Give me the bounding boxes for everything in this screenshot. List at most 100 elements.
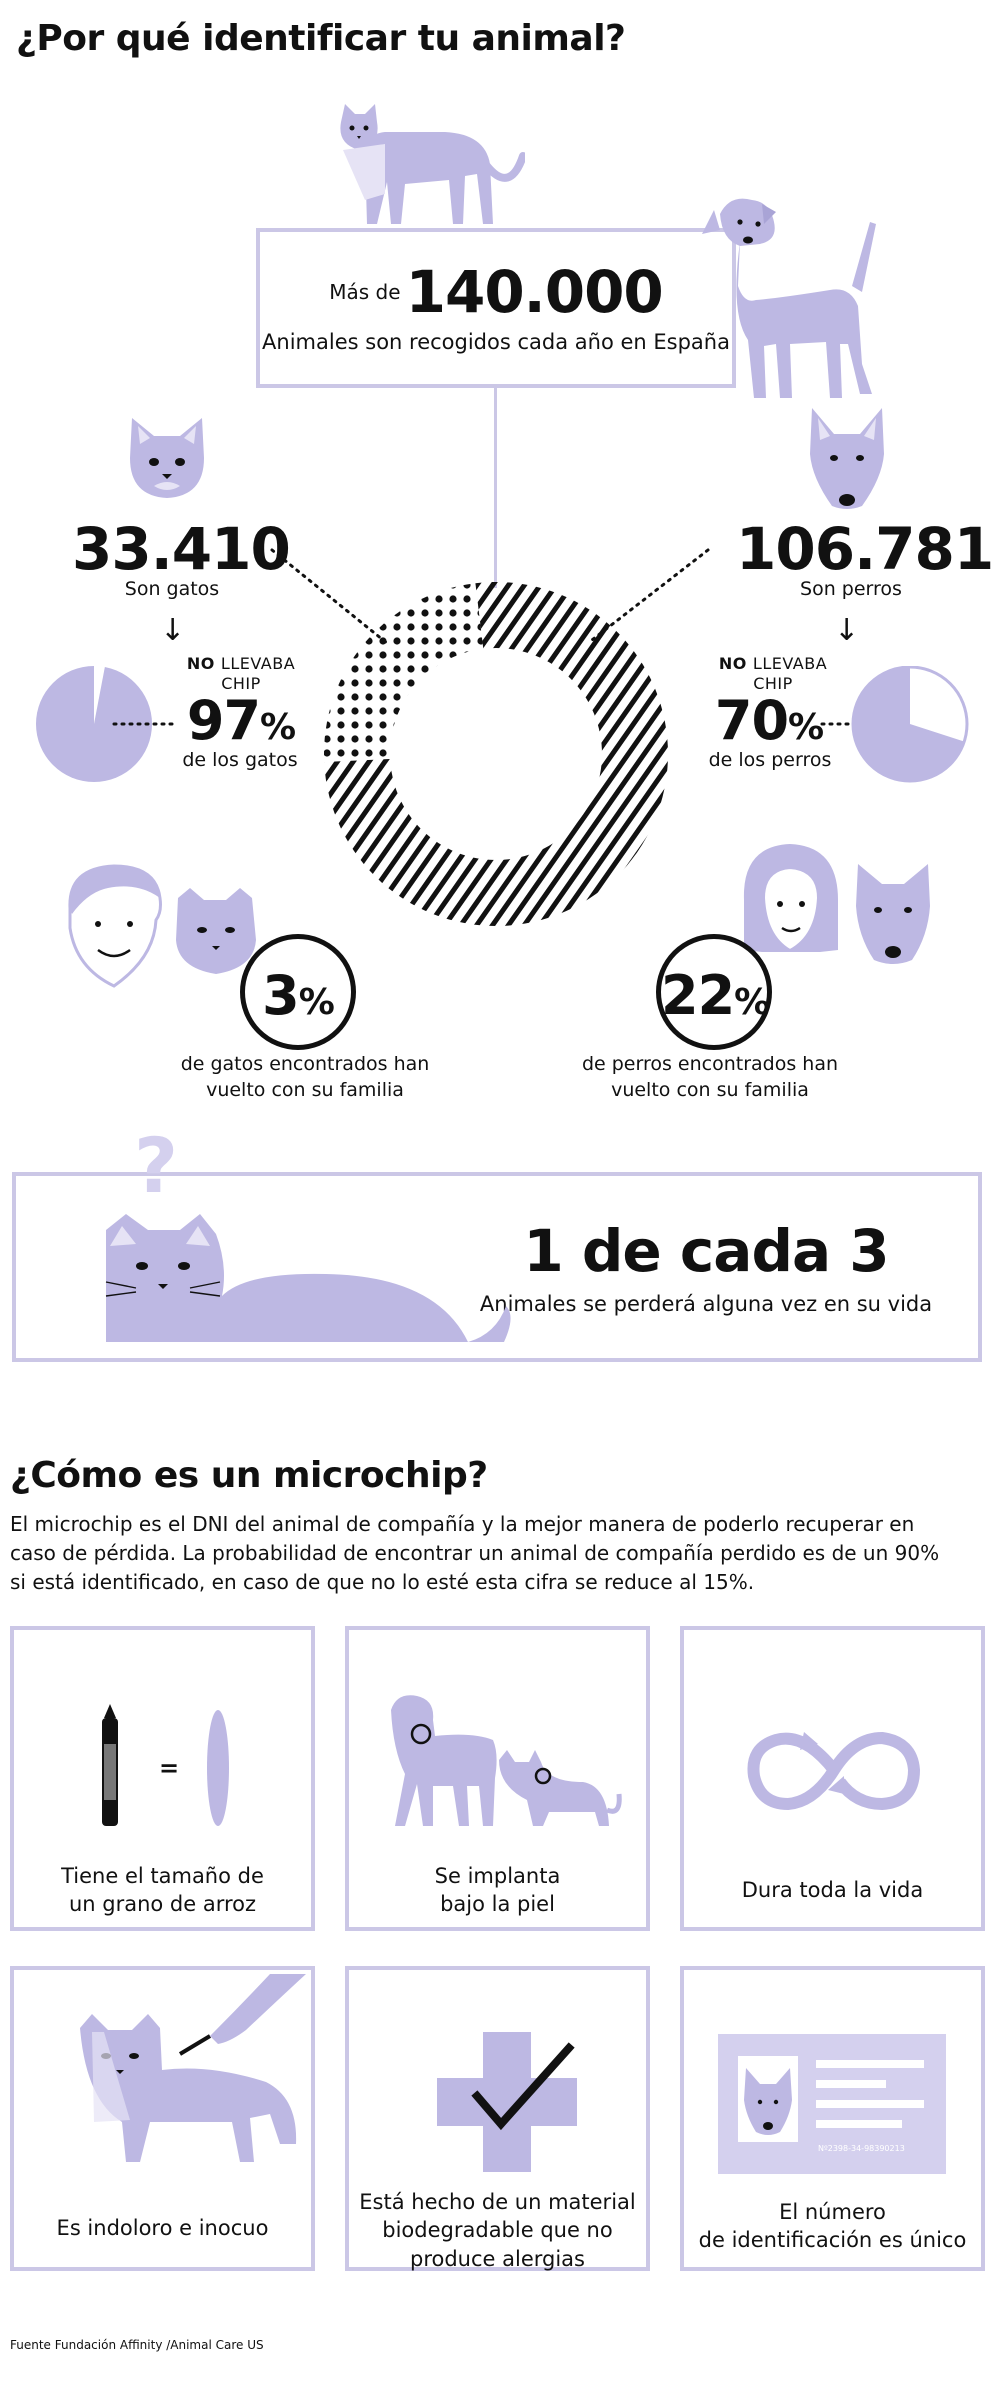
cross-check-icon xyxy=(437,2032,577,2172)
dogs-chip-text: LLEVABA xyxy=(752,654,828,673)
cats-no-word: NO xyxy=(186,654,215,673)
dogs-no-word: NO xyxy=(718,654,747,673)
source-note: Fuente Fundación Affinity /Animal Care U… xyxy=(10,2338,264,2352)
cats-no-chip-label: NO LLEVABA CHIP xyxy=(186,654,296,694)
cats-no-chip-value: 97 xyxy=(186,689,261,752)
cats-label-text: Son gatos xyxy=(124,578,220,600)
dogs-label: Son perros xyxy=(800,578,902,600)
card-implant-line1: Se implanta xyxy=(434,1864,561,1888)
headline-prefix: Más de xyxy=(329,280,401,304)
svg-text:?: ? xyxy=(134,1126,178,1210)
donut-slice-dogs xyxy=(324,582,668,926)
leader-lines xyxy=(270,548,710,646)
equals-sign: = xyxy=(159,1754,180,1782)
lost-number: 1 de cada 3 xyxy=(523,1217,889,1285)
cats-no-chip-percent: 97% xyxy=(186,694,296,748)
dogs-returned-label-1: de perros encontrados han xyxy=(581,1053,839,1075)
cats-returned-label-1: de gatos encontrados han xyxy=(180,1053,430,1075)
dogs-chip-text2: CHIP xyxy=(753,674,793,693)
cat-head-icon xyxy=(130,418,204,498)
dogs-no-chip-percent: 70% xyxy=(714,694,824,748)
lost-box: 1 de cada 3 Animales se perderá alguna v… xyxy=(12,1172,982,1362)
dogs-pie-fill xyxy=(854,668,964,780)
dogs-no-chip-value: 70 xyxy=(714,689,789,752)
cats-returned-sign: % xyxy=(298,982,335,1023)
dog-portrait-icon xyxy=(744,2068,792,2135)
card-biodegradable-line1: Está hecho de un material xyxy=(359,2190,636,2214)
section-title-microchip: ¿Cómo es un microchip? xyxy=(10,1455,488,1496)
card-rice-line2: un grano de arroz xyxy=(68,1892,257,1917)
cats-pct-label: de los gatos xyxy=(182,749,298,771)
card-unique-id-label: El número de identificación es único xyxy=(684,2198,981,2255)
cats-nochip-pie xyxy=(36,666,176,782)
dogs-no-chip-label: NO LLEVABA CHIP xyxy=(718,654,828,694)
id-line-1 xyxy=(816,2060,924,2068)
dogs-returned-circle: 22% xyxy=(656,934,772,1050)
walking-cat-illustration xyxy=(340,104,525,224)
id-card-icon: Nº2398-34-98390213 xyxy=(718,2034,946,2174)
id-line-4 xyxy=(816,2120,902,2128)
connector-line xyxy=(494,388,497,588)
dogs-nochip-pie xyxy=(820,666,969,783)
card-lifetime-label: Dura toda la vida xyxy=(741,1878,924,1902)
cats-returned-percent: 3% xyxy=(245,969,351,1023)
card-painless: Es indoloro e inocuo xyxy=(10,1966,315,2271)
card-lifetime: Dura toda la vida xyxy=(680,1626,985,1931)
headline-number: 140.000 xyxy=(405,258,664,326)
implant-location-icon xyxy=(391,1695,622,1826)
donut-slice-cats xyxy=(324,583,484,763)
card-implant-label: Se implanta bajo la piel xyxy=(349,1862,646,1919)
injection-cat-icon xyxy=(80,1974,306,2162)
dogs-returned-percent: 22% xyxy=(661,969,770,1023)
cats-no-chip-sign: % xyxy=(260,707,296,748)
dogs-returned-sign: % xyxy=(734,982,770,1023)
cats-pie-gap xyxy=(94,666,106,724)
lost-caption: Animales se perderá alguna vez en su vid… xyxy=(479,1292,933,1316)
cats-down-arrow-icon: ↓ xyxy=(160,613,186,648)
standing-dog-illustration xyxy=(702,198,876,398)
cats-returned-circle: 3% xyxy=(240,934,356,1050)
id-photo xyxy=(738,2056,798,2142)
card-unique-id-line2: de identificación es único xyxy=(698,2228,967,2253)
cats-returned-label: de gatos encontrados han vuelto con su f… xyxy=(160,1052,450,1103)
card-implant: Se implanta bajo la piel xyxy=(345,1626,650,1931)
dogs-returned-label: de perros encontrados han vuelto con su … xyxy=(560,1052,860,1103)
card-implant-line2: bajo la piel xyxy=(440,1892,555,1917)
cats-chip-text2: CHIP xyxy=(221,674,261,693)
id-card-number: Nº2398-34-98390213 xyxy=(818,2144,905,2153)
microchip-paragraph: El microchip es el DNI del animal de com… xyxy=(10,1512,940,1594)
dogs-no-chip-sign: % xyxy=(788,707,824,748)
woman-and-dog-illustration xyxy=(743,844,930,964)
card-rice-size: = Tiene el tamaño de un grano de arroz xyxy=(10,1626,315,1931)
cats-number: 33.410 xyxy=(72,515,291,583)
card-rice-label: Tiene el tamaño de un grano de arroz xyxy=(14,1862,311,1919)
headline-caption: Animales son recogidos cada año en Españ… xyxy=(262,330,730,354)
card-biodegradable: Está hecho de un material biodegradable … xyxy=(345,1966,650,2271)
card-unique-id: Nº2398-34-98390213 El número de identifi… xyxy=(680,1966,985,2271)
cats-returned-label-2: vuelto con su familia xyxy=(206,1078,404,1101)
infinity-arrows-icon xyxy=(747,1731,921,1811)
dog-head-icon xyxy=(810,408,884,509)
lying-cat-illustration: ? xyxy=(105,1126,511,1342)
id-line-2 xyxy=(816,2080,886,2088)
card-biodegradable-label: Está hecho de un material biodegradable … xyxy=(349,2188,646,2273)
dogs-pct-label: de los perros xyxy=(708,749,832,771)
id-line-3 xyxy=(816,2100,924,2108)
cats-chip-text: LLEVABA xyxy=(220,654,296,673)
headline-number-row: Más de 140.000 xyxy=(260,258,732,326)
section-title-why: ¿Por qué identificar tu animal? xyxy=(16,18,626,59)
donut-chart xyxy=(324,582,668,926)
rice-grain-icon xyxy=(102,1704,229,1826)
headline-box: Más de 140.000 Animales son recogidos ca… xyxy=(256,228,736,388)
card-painless-label: Es indoloro e inocuo xyxy=(56,2216,269,2240)
card-unique-id-line1: El número xyxy=(779,2200,886,2224)
cats-returned-value: 3 xyxy=(262,964,300,1027)
card-biodegradable-line3: produce alergias xyxy=(410,2246,585,2271)
dogs-number: 106.781 xyxy=(736,515,994,583)
dogs-returned-value: 22 xyxy=(661,964,735,1027)
card-biodegradable-line2: biodegradable que no xyxy=(382,2218,613,2243)
dogs-down-arrow-icon: ↓ xyxy=(834,613,860,648)
dogs-returned-label-2: vuelto con su familia xyxy=(611,1078,809,1101)
boy-and-cat-illustration xyxy=(68,864,256,988)
